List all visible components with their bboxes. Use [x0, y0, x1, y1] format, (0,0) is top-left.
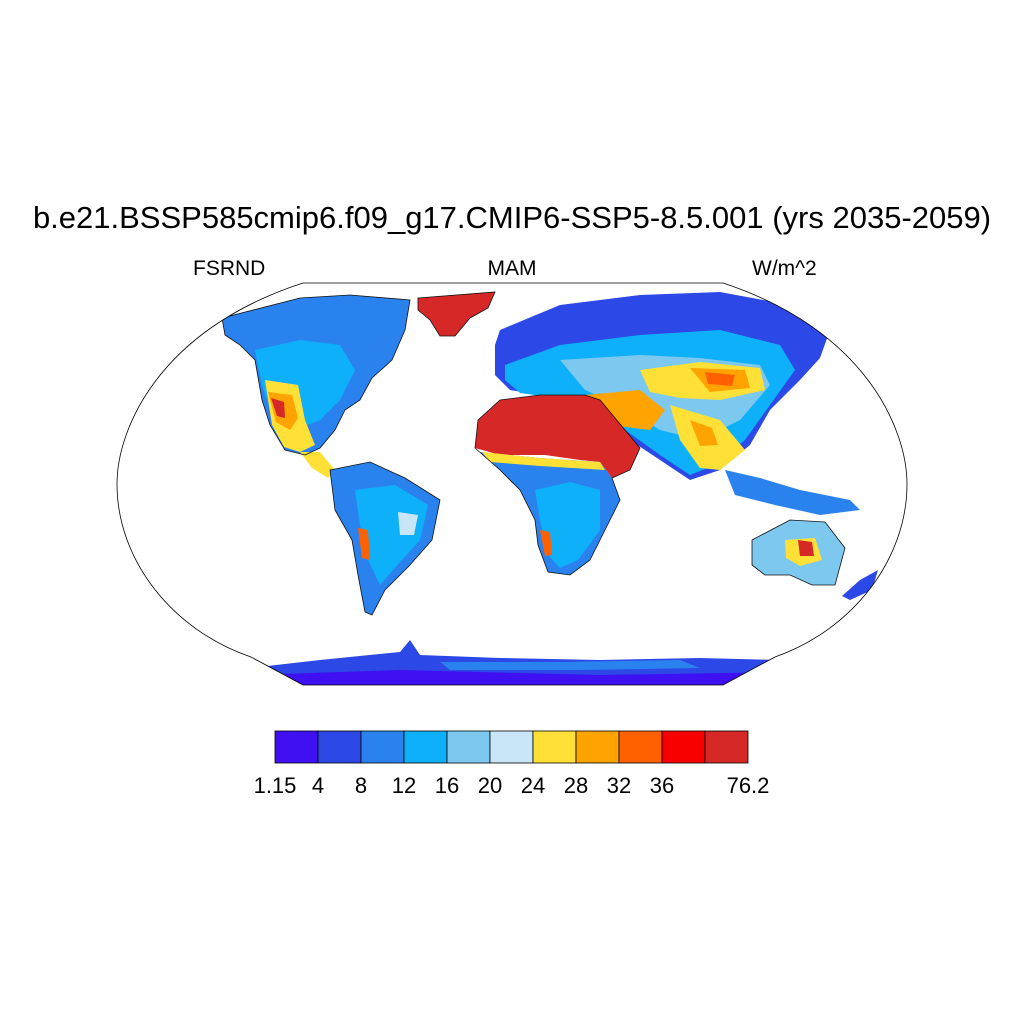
colorbar-tick-label: 20 — [477, 773, 503, 798]
colorbar-tick-label: 24 — [520, 773, 546, 798]
colorbar-tick-label: 1.15 — [253, 773, 297, 798]
colorbar-tick-label: 36 — [649, 773, 675, 798]
new-zealand-region — [842, 570, 878, 600]
variable-label: FSRND — [193, 257, 266, 280]
colorbar-swatch — [532, 730, 577, 764]
antarctica-region — [440, 660, 700, 670]
colorbar-swatch — [274, 730, 319, 764]
colorbar-tick-label: 28 — [563, 773, 589, 798]
colorbar-swatch — [446, 730, 491, 764]
colorbar-swatch — [704, 730, 749, 764]
africa-region — [482, 452, 605, 470]
south-america-region — [355, 485, 428, 585]
colorbar-swatch — [403, 730, 448, 764]
colorbar-tick-label: 32 — [606, 773, 632, 798]
greenland-region — [418, 292, 495, 336]
colorbar-swatch — [575, 730, 620, 764]
africa-region — [540, 530, 552, 556]
colorbar-swatch — [661, 730, 706, 764]
units-label: W/m^2 — [752, 257, 817, 280]
coastlines — [221, 291, 846, 616]
australia-region — [798, 540, 814, 556]
maritime-asia-region — [725, 470, 860, 515]
colorbar-swatch — [489, 730, 534, 764]
colorbar-tick-label: 76.2 — [726, 773, 770, 798]
india-region — [690, 420, 718, 446]
map-projection-outline — [116, 282, 908, 686]
colorbar-tick-label: 4 — [311, 773, 325, 798]
colorbar — [274, 730, 749, 764]
north-america-region — [271, 398, 285, 418]
middle-east-region — [585, 390, 665, 430]
antarctica-region — [250, 670, 790, 685]
south-america-region — [398, 512, 418, 535]
sahara-region — [475, 395, 640, 478]
plot-title: b.e21.BSSP585cmip6.f09_g17.CMIP6-SSP5-8.… — [32, 200, 992, 235]
asia-desert-region — [705, 372, 735, 386]
season-label: MAM — [487, 257, 537, 280]
colorbar-tick-label: 8 — [354, 773, 368, 798]
land-fields — [221, 291, 878, 685]
colorbar-swatch — [317, 730, 362, 764]
south-america-region — [358, 528, 370, 560]
colorbar-tick-label: 12 — [391, 773, 417, 798]
central-america-region — [300, 452, 335, 478]
colorbar-swatch — [360, 730, 405, 764]
colorbar-tick-label: 16 — [434, 773, 460, 798]
colorbar-swatch — [618, 730, 663, 764]
